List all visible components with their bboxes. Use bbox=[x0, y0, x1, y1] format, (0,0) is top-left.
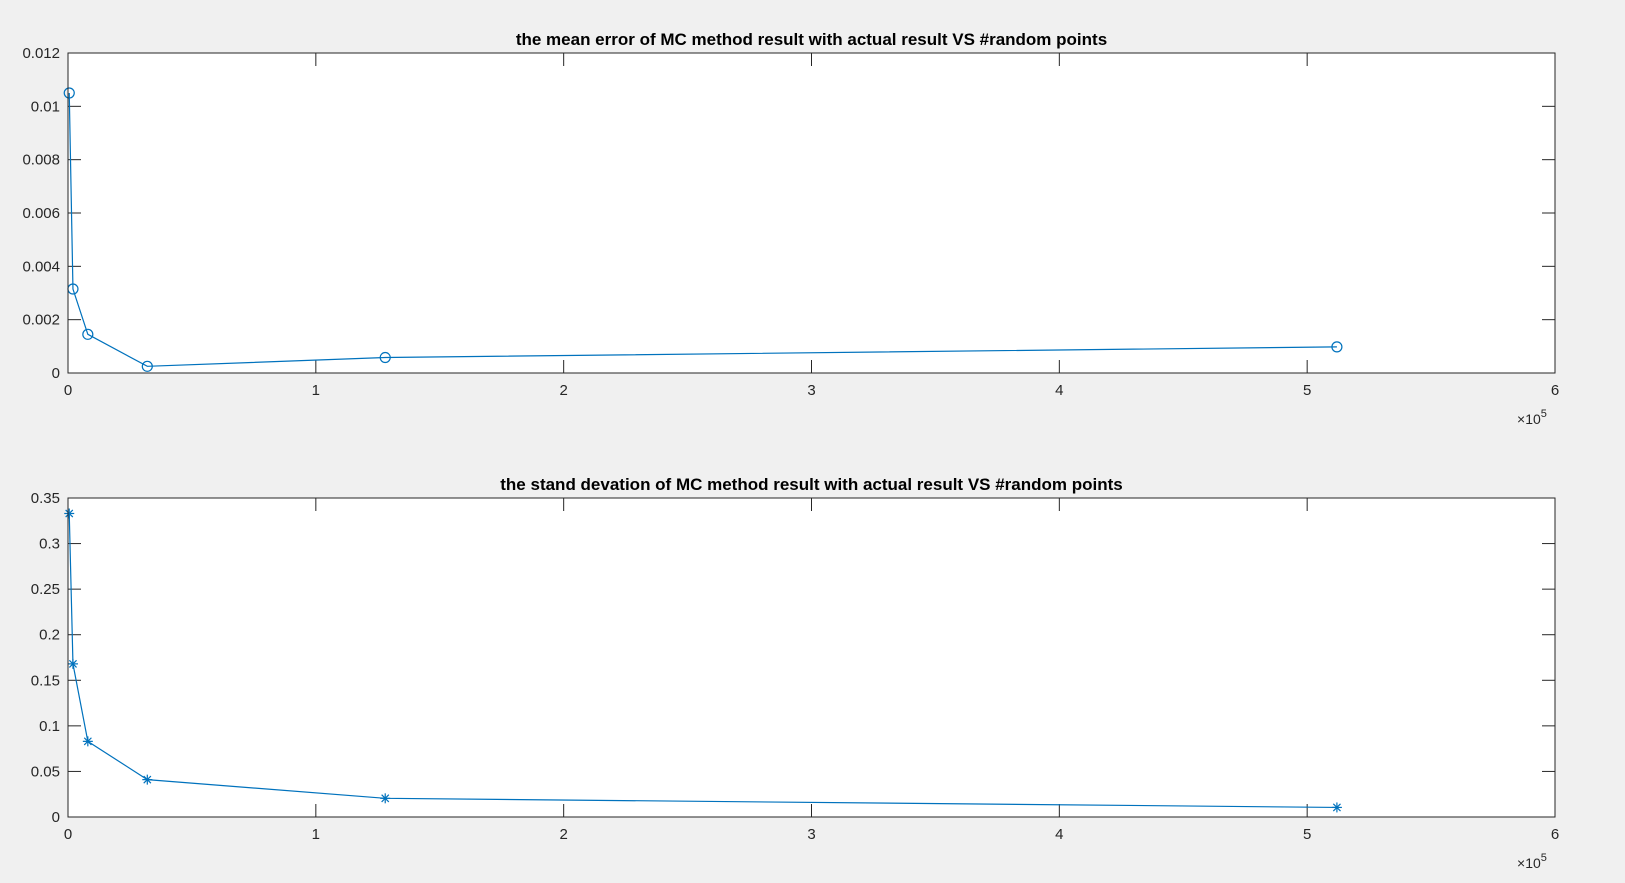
std-deviation-x-tick-label: 2 bbox=[559, 826, 567, 843]
mean-error-y-tick-label: 0 bbox=[52, 365, 60, 382]
std-deviation-data-point bbox=[380, 793, 391, 804]
mean-error-x-tick-label: 2 bbox=[559, 382, 567, 399]
std-deviation-x-tick-label: 6 bbox=[1551, 826, 1559, 843]
mean-error-ticks: 0 1 2 3 4 5 6 0 0.002 0.004 0.006 0.008 0.01 0.012 bbox=[22, 45, 1559, 399]
mean-error-x-tick-label: 4 bbox=[1055, 382, 1063, 399]
mean-error-x-tick-label: 1 bbox=[312, 382, 320, 399]
exponent-power: 5 bbox=[1541, 852, 1547, 864]
mean-error-x-tick-label: 5 bbox=[1303, 382, 1311, 399]
exponent-base: 10 bbox=[1525, 855, 1541, 871]
mean-error-title: the mean error of MC method result with … bbox=[516, 30, 1107, 49]
mean-error-plot: the mean error of MC method result with … bbox=[22, 30, 1559, 427]
std-deviation-series-line bbox=[68, 513, 1337, 809]
std-deviation-y-tick-label: 0.35 bbox=[31, 490, 60, 507]
mean-error-x-tick-label: 6 bbox=[1551, 382, 1559, 399]
std-deviation-x-exponent: ×105 bbox=[1517, 852, 1547, 871]
std-deviation-data-point bbox=[142, 774, 153, 785]
std-deviation-x-tick-label: 5 bbox=[1303, 826, 1311, 843]
std-deviation-title: the stand devation of MC method result w… bbox=[500, 475, 1122, 494]
mean-error-x-tick-label: 3 bbox=[807, 382, 815, 399]
std-deviation-y-tick-label: 0.15 bbox=[31, 672, 60, 689]
std-deviation-data-point bbox=[67, 658, 78, 669]
std-deviation-x-tick-label: 4 bbox=[1055, 826, 1063, 843]
mean-error-axes-background bbox=[68, 53, 1555, 373]
mean-error-data-point bbox=[63, 87, 75, 99]
mean-error-data-point bbox=[141, 360, 153, 372]
std-deviation-x-tick-label: 1 bbox=[312, 826, 320, 843]
std-deviation-y-tick-label: 0.25 bbox=[31, 581, 60, 598]
std-deviation-y-tick-label: 0.2 bbox=[39, 627, 60, 644]
std-deviation-axes-background bbox=[68, 498, 1555, 817]
std-deviation-y-tick-label: 0.1 bbox=[39, 718, 60, 735]
std-deviation-data-point bbox=[82, 736, 93, 747]
mean-error-y-tick-label: 0.01 bbox=[31, 98, 60, 115]
mean-error-y-tick-label: 0.002 bbox=[22, 312, 60, 329]
std-deviation-y-tick-label: 0.05 bbox=[31, 763, 60, 780]
mean-error-data-point bbox=[379, 351, 391, 364]
mean-error-data-point bbox=[82, 328, 94, 340]
std-deviation-data-point bbox=[64, 508, 75, 519]
mean-error-data-point bbox=[1331, 341, 1343, 353]
exponent-base: 10 bbox=[1525, 411, 1541, 427]
mean-error-axes-frame bbox=[67, 52, 1556, 374]
mean-error-y-tick-label: 0.012 bbox=[22, 45, 60, 62]
mean-error-x-tick-label: 0 bbox=[64, 382, 72, 399]
mean-error-y-tick-label: 0.004 bbox=[22, 258, 60, 275]
mean-error-y-tick-label: 0.006 bbox=[22, 205, 60, 222]
std-deviation-plot: the stand devation of MC method result w… bbox=[31, 475, 1559, 871]
std-deviation-axes-frame bbox=[67, 497, 1556, 818]
std-deviation-y-tick-label: 0 bbox=[52, 809, 60, 826]
std-deviation-data-point bbox=[1331, 802, 1342, 813]
mean-error-y-tick-label: 0.008 bbox=[22, 152, 60, 169]
mean-error-series-line bbox=[68, 92, 1337, 367]
std-deviation-y-tick-label: 0.3 bbox=[39, 536, 60, 553]
mean-error-markers bbox=[63, 87, 1343, 372]
mean-error-x-exponent: ×105 bbox=[1517, 408, 1547, 427]
std-deviation-markers bbox=[64, 508, 1342, 813]
exponent-power: 5 bbox=[1541, 408, 1547, 420]
std-deviation-x-tick-label: 3 bbox=[807, 826, 815, 843]
std-deviation-x-tick-label: 0 bbox=[64, 826, 72, 843]
